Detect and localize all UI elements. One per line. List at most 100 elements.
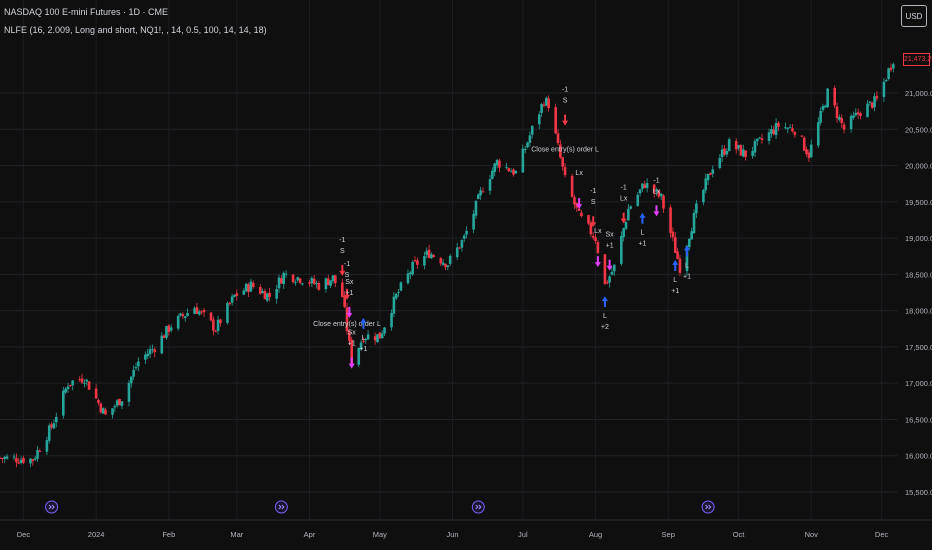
candle-body	[176, 315, 180, 329]
candle	[772, 125, 776, 136]
candle-body	[45, 440, 49, 452]
indicator-legend[interactable]: NLFE (16, 2.009, Long and short, NQ1!, ,…	[4, 25, 267, 35]
candle	[277, 274, 281, 293]
candle-body	[115, 400, 119, 406]
candle	[130, 376, 133, 388]
candle	[15, 453, 18, 468]
candle-body	[692, 212, 696, 233]
candle	[791, 124, 794, 133]
candle	[85, 378, 89, 386]
candle	[83, 379, 86, 388]
candle-body	[821, 106, 825, 110]
candle-body	[413, 260, 417, 262]
candle-body	[169, 327, 173, 331]
candle-body	[526, 142, 529, 148]
down-arrow-icon	[344, 288, 351, 300]
candle-body	[397, 291, 400, 293]
candle-body	[481, 191, 485, 193]
event-marker-icon[interactable]	[274, 500, 288, 514]
trade-label: Lx	[575, 170, 583, 177]
candle	[317, 280, 321, 291]
candle	[176, 314, 180, 331]
trade-annotation: Sx +1	[345, 279, 354, 318]
candle-body	[0, 457, 2, 459]
candle	[439, 256, 443, 266]
candle	[263, 288, 267, 300]
candle-body	[378, 332, 382, 339]
candle	[462, 233, 466, 243]
candle	[151, 344, 154, 354]
candle-body	[17, 462, 21, 464]
candle-body	[662, 195, 665, 209]
candle-body	[167, 325, 171, 332]
candle-body	[78, 379, 82, 381]
candle-body	[427, 249, 431, 258]
candle-body	[575, 202, 579, 208]
candle	[3, 455, 6, 463]
candle	[561, 156, 565, 171]
trade-label: S	[345, 272, 350, 279]
event-marker-icon[interactable]	[45, 500, 59, 514]
trade-annotation: -1 S	[590, 188, 596, 228]
down-arrow-icon	[348, 357, 355, 369]
candle	[816, 117, 820, 148]
trade-annotation: Sx +1	[348, 330, 356, 369]
event-marker-icon[interactable]	[701, 500, 715, 514]
candle	[315, 280, 318, 289]
candle	[547, 95, 550, 112]
candle-body	[392, 296, 396, 314]
candle	[165, 325, 168, 340]
candle	[802, 136, 806, 151]
candle-body	[556, 133, 560, 144]
candle-body	[151, 348, 154, 350]
candle	[357, 347, 361, 368]
candle-body	[376, 334, 379, 343]
candle-body	[537, 114, 541, 125]
candle	[380, 330, 384, 339]
candle	[751, 146, 754, 159]
event-marker-icon[interactable]	[471, 500, 485, 514]
candle	[265, 292, 269, 303]
candle-body	[479, 190, 482, 196]
price-axis: 21,000.00 20,500.00 20,000.00 19,500.00 19,0…	[905, 89, 932, 497]
candle	[167, 324, 171, 336]
candle-body	[52, 423, 56, 429]
candle	[641, 183, 644, 192]
candle	[676, 248, 679, 260]
candle-body	[364, 339, 368, 341]
candle	[197, 309, 201, 316]
candle	[889, 63, 893, 72]
candle	[99, 402, 103, 414]
candle	[52, 419, 56, 430]
x-tick-label: Aug	[589, 530, 602, 539]
candle-body	[528, 135, 532, 143]
trade-label: Lx	[620, 196, 628, 203]
candle-body	[727, 139, 731, 152]
candle-body	[12, 456, 16, 458]
candle	[840, 114, 844, 128]
candle	[854, 108, 858, 117]
candle-body	[446, 265, 450, 268]
candle-body	[734, 141, 738, 150]
candle	[378, 332, 382, 339]
candle	[359, 339, 363, 351]
time-axis: Dec 2024 Feb Mar Apr May Jun Jul Aug Sep Oct Nov Dec	[17, 530, 889, 539]
currency-button[interactable]: USD	[901, 5, 927, 27]
candle	[162, 334, 166, 339]
candle	[331, 275, 335, 284]
up-arrow-icon	[683, 245, 690, 257]
candle	[29, 457, 32, 468]
candle	[144, 351, 147, 364]
last-price-badge: 21,473.25	[903, 53, 932, 66]
candle-body	[542, 104, 546, 106]
candle-body	[226, 303, 229, 323]
trade-annotation: L +1	[671, 259, 679, 295]
candle	[416, 257, 419, 269]
candle-body	[678, 258, 682, 273]
y-tick-label: 19,000.00	[905, 234, 932, 243]
candle-body	[688, 238, 691, 247]
candle-body	[854, 112, 858, 116]
candle-body	[186, 312, 189, 317]
candle-body	[723, 148, 726, 155]
